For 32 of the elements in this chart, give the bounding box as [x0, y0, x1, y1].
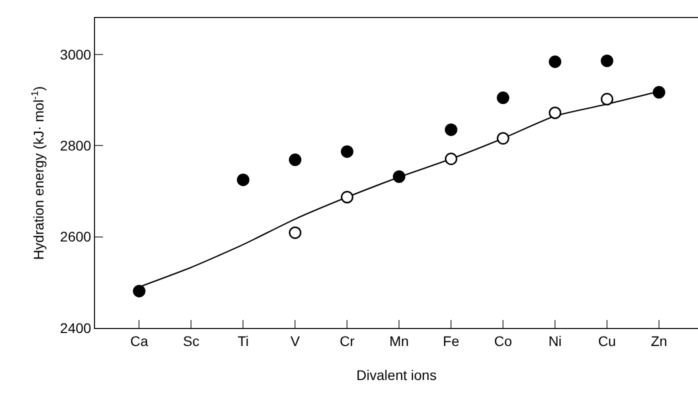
- point: [132, 284, 146, 298]
- x-axis-title: Divalent ions: [356, 367, 437, 384]
- x-tick-label: Fe: [442, 332, 460, 349]
- point: [340, 190, 354, 204]
- x-tick-label: Cu: [598, 332, 616, 349]
- point: [444, 152, 458, 166]
- x-tick-label: Zn: [650, 332, 668, 349]
- point: [288, 226, 302, 239]
- point: [444, 123, 458, 136]
- x-tick-label: Ti: [238, 332, 249, 349]
- x-tick-label: Ca: [130, 332, 148, 349]
- point: [236, 174, 250, 186]
- x-tick-label: Cr: [340, 332, 355, 349]
- y-tick-label: 2600: [60, 228, 92, 245]
- y-tick-label: 3000: [60, 46, 92, 62]
- point: [600, 54, 614, 68]
- point: [548, 106, 562, 120]
- x-tick-label: Mn: [389, 332, 409, 349]
- x-tick-label: Co: [494, 332, 512, 349]
- x-tick-label: Ni: [548, 332, 562, 349]
- point: [392, 170, 406, 183]
- point: [652, 86, 666, 99]
- point: [288, 154, 302, 166]
- y-tick-label: 2800: [60, 138, 92, 154]
- x-tick-label: Sc: [183, 332, 200, 349]
- y-tick-label: 2400: [60, 320, 92, 336]
- point: [340, 145, 354, 158]
- point: [600, 92, 614, 106]
- point: [548, 56, 562, 68]
- point: [496, 132, 510, 145]
- point: [496, 92, 510, 104]
- x-tick-label: V: [290, 332, 300, 349]
